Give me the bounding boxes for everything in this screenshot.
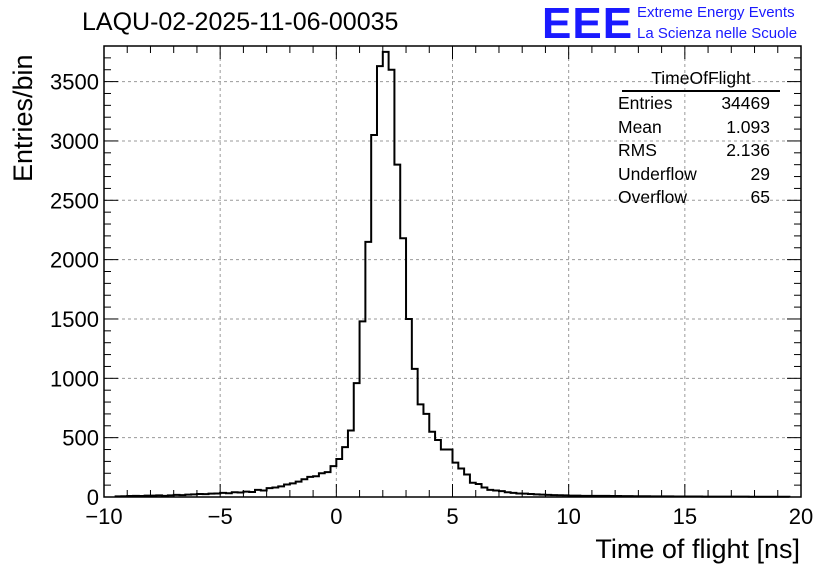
- stats-value: 34469: [721, 93, 770, 113]
- y-tick-label: 0: [87, 485, 99, 510]
- y-tick-label: 500: [62, 426, 99, 451]
- y-tick-label: 3500: [50, 70, 99, 95]
- stats-label: Underflow: [618, 163, 697, 184]
- logo-subtitle-2: La Scienza nelle Scuole: [637, 25, 798, 42]
- stats-row-overflow: Overflow 65: [610, 186, 780, 210]
- stats-label: RMS: [618, 140, 657, 160]
- logo-subtitle-1: Extreme Energy Events: [637, 4, 795, 21]
- stats-row-underflow: Underflow 29: [610, 163, 780, 187]
- stats-label: Entries: [618, 93, 673, 113]
- y-tick-label: 3000: [50, 129, 99, 154]
- x-tick-label: 0: [330, 504, 342, 529]
- stats-label: Overflow: [618, 187, 688, 207]
- x-axis-label: Time of flight [ns]: [595, 534, 800, 564]
- x-tick-label: 20: [789, 504, 813, 529]
- y-tick-label: 1500: [50, 307, 99, 332]
- x-tick-label: 5: [446, 504, 458, 529]
- stats-value: 1.093: [726, 116, 770, 137]
- y-tick-label: 2000: [50, 248, 99, 273]
- stats-value: 2.136: [726, 140, 770, 160]
- y-tick-label: 1000: [50, 366, 99, 391]
- stats-row-mean: Mean 1.093: [610, 116, 780, 140]
- y-axis-label: Entries/bin: [8, 54, 38, 182]
- x-tick-label: −5: [208, 504, 233, 529]
- stats-value: 29: [750, 163, 770, 184]
- stats-title: TimeOfFlight: [622, 68, 780, 92]
- histogram-series: [114, 50, 791, 498]
- eee-logo: EEE: [542, 0, 634, 48]
- x-tick-label: 15: [673, 504, 697, 529]
- stats-row-entries: Entries 34469: [610, 92, 780, 116]
- chart-title: LAQU-02-2025-11-06-00035: [82, 8, 399, 36]
- stats-box: TimeOfFlight Entries 34469 Mean 1.093 RM…: [610, 68, 780, 210]
- x-tick-label: 10: [556, 504, 580, 529]
- stats-value: 65: [750, 187, 770, 207]
- stats-label: Mean: [618, 116, 662, 137]
- x-tick-label: −10: [85, 504, 122, 529]
- y-tick-label: 2500: [50, 188, 99, 213]
- stats-row-rms: RMS 2.136: [610, 139, 780, 163]
